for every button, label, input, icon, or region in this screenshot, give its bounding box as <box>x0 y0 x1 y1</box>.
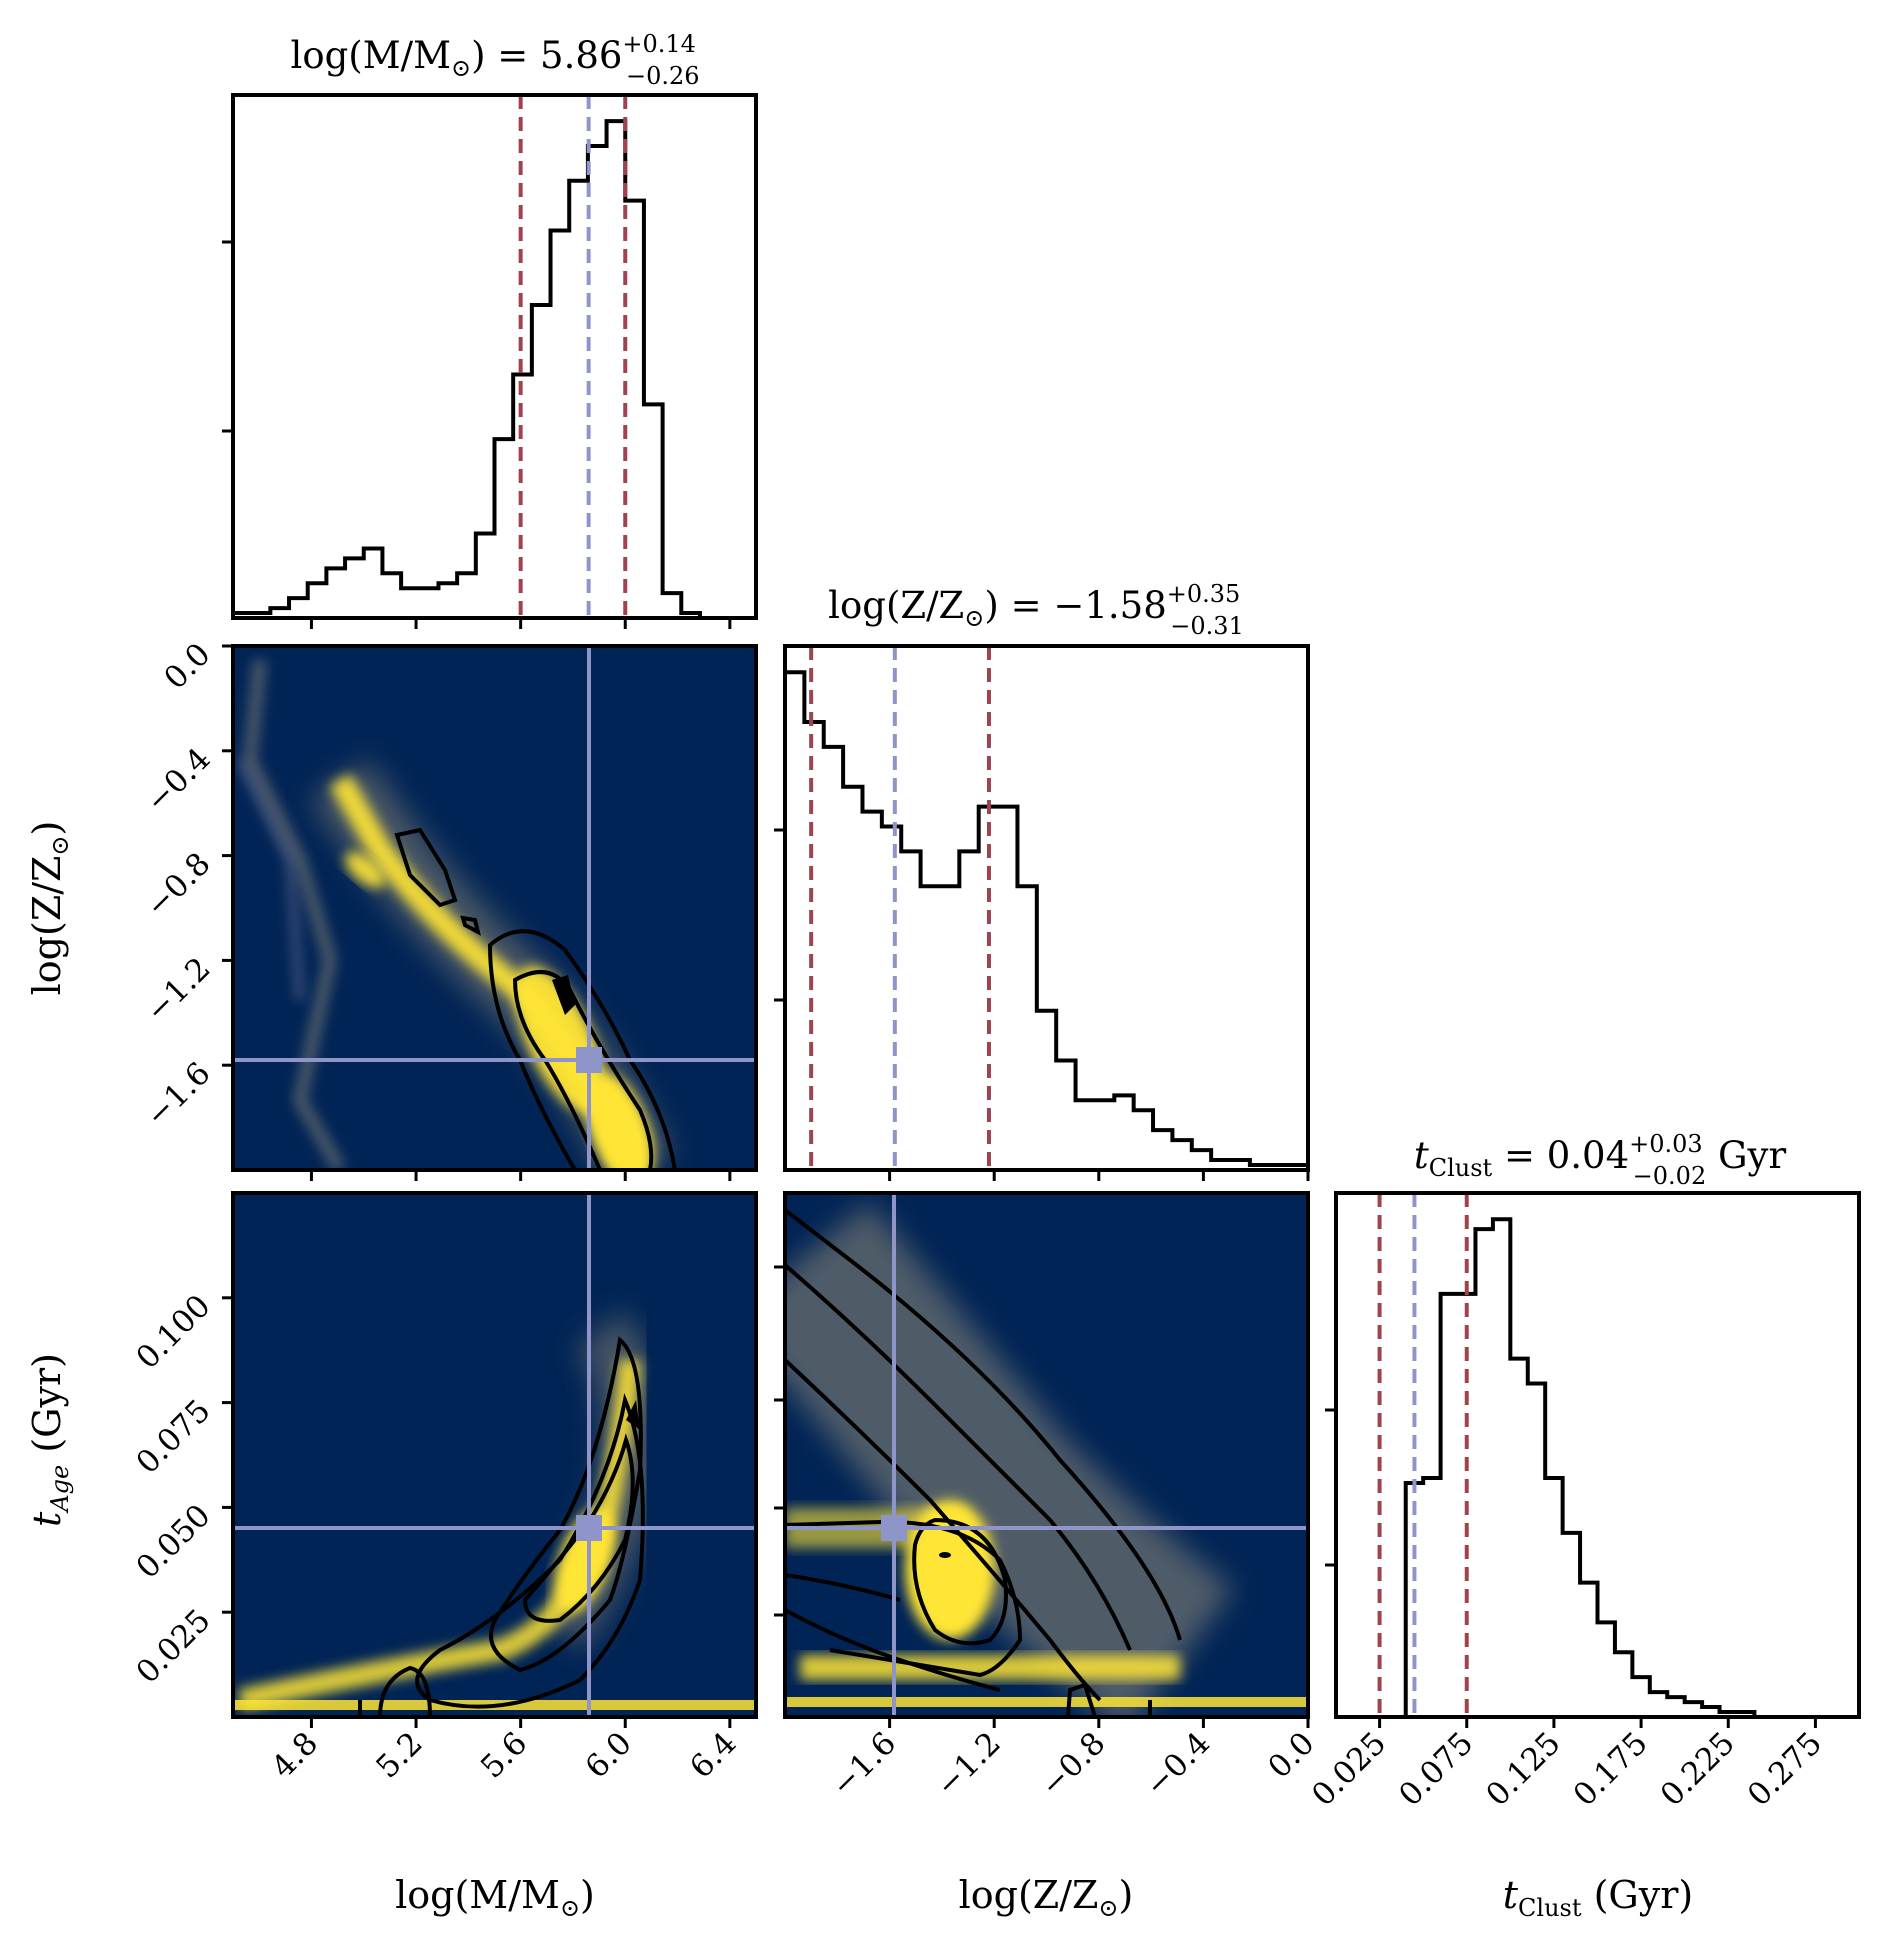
ylabel-metallicity: log(Z/Z⊙) <box>25 821 74 996</box>
y-tick-label: −0.8 <box>139 846 218 925</box>
contour-line <box>1066 1682 1097 1717</box>
contour-line <box>522 1433 635 1623</box>
panel-mass-metallicity: 0.0 −0.4 −0.8 −1.2 −1.6 log(Z/Z⊙) <box>25 636 758 1172</box>
panel-metallicity-age: −1.6 −1.2 −0.8 −0.4 0.0 log(Z/Z⊙) <box>774 1170 1322 1922</box>
title-mass: log(M/M⊙) = 5.86+0.14 −0.26 <box>290 30 699 90</box>
truth-marker <box>881 1515 907 1541</box>
panel-frame <box>1334 1191 1861 1719</box>
title-metallicity: log(Z/Z⊙) = −1.58+0.35 −0.31 <box>828 580 1244 640</box>
x-tick-label: 0.275 <box>1741 1725 1829 1813</box>
y-tick-label: −1.6 <box>139 1055 218 1134</box>
y-tick-label: 0.075 <box>129 1393 217 1481</box>
density-band <box>785 1697 1308 1707</box>
y-tick-label: 0.100 <box>129 1288 217 1376</box>
density-blob <box>345 852 385 888</box>
x-tick-label: 0.125 <box>1479 1725 1567 1813</box>
panel-mass-hist: log(M/M⊙) = 5.86+0.14 −0.26 <box>222 30 758 629</box>
contour-line <box>626 1400 640 1430</box>
x-tick-label: −1.6 <box>825 1725 904 1804</box>
x-tick-label: 0.0 <box>1261 1725 1321 1785</box>
contour-line <box>785 1263 1132 1651</box>
panel-frame <box>231 644 758 1172</box>
panel-frame <box>783 1191 1310 1719</box>
y-tick-label: 0.025 <box>129 1602 217 1690</box>
y-tick-label: 0.050 <box>129 1498 217 1586</box>
contour-line <box>912 1517 1008 1646</box>
x-tick-label: −0.4 <box>1138 1725 1217 1804</box>
contour-line <box>785 1573 901 1602</box>
ylabel-age: tAge (Gyr) <box>25 1353 74 1527</box>
histogram-step-line <box>1336 1217 1859 1719</box>
contour-line <box>552 975 575 1015</box>
panel-frame <box>231 93 758 620</box>
y-tick-label: 0.0 <box>157 636 217 696</box>
panel-frame <box>783 644 1310 1172</box>
truth-marker <box>576 1047 602 1073</box>
density-background <box>233 1193 756 1717</box>
contour-line <box>939 1552 951 1558</box>
contour-line <box>487 929 678 1170</box>
x-tick-label: 0.025 <box>1305 1725 1393 1813</box>
contour-line <box>785 1358 1102 1702</box>
y-tick-label: −0.4 <box>139 741 218 820</box>
x-tick-label: 5.6 <box>474 1725 534 1785</box>
density-streak <box>242 659 347 1170</box>
panel-frame <box>231 1191 758 1719</box>
density-band <box>800 1655 1180 1680</box>
xlabel-age: tClust (Gyr) <box>1503 1873 1693 1922</box>
title-age: tClust = 0.04+0.03 −0.02 Gyr <box>1414 1130 1787 1190</box>
contour-line <box>460 915 482 936</box>
x-tick-label: 6.4 <box>683 1725 743 1785</box>
x-tick-label: 5.2 <box>369 1725 429 1785</box>
x-tick-label: 6.0 <box>579 1725 639 1785</box>
contour-line <box>785 1608 1001 1692</box>
contour-line <box>785 1208 1182 1641</box>
histogram-step-line <box>783 670 1310 1170</box>
x-tick-label: 0.175 <box>1567 1725 1655 1813</box>
histogram-step-line <box>231 119 756 620</box>
panel-mass-age: 0.100 0.075 0.050 0.025 4.8 5.2 5.6 6.0 6.4 tAg… <box>25 1170 758 1922</box>
y-tick-label: −1.2 <box>139 951 218 1030</box>
density-core <box>905 1500 995 1640</box>
truth-marker <box>576 1515 602 1541</box>
panel-metallicity-hist: log(Z/Z⊙) = −1.58+0.35 −0.31 <box>774 580 1310 1172</box>
xlabel-mass: log(M/M⊙) <box>395 1873 595 1922</box>
density-core <box>515 966 605 1114</box>
x-tick-label: −0.8 <box>1034 1725 1113 1804</box>
x-tick-label: 0.075 <box>1392 1725 1480 1813</box>
contour-line <box>394 827 458 908</box>
x-tick-label: 0.225 <box>1654 1725 1742 1813</box>
xlabel-metallicity: log(Z/Z⊙) <box>959 1873 1134 1922</box>
density-streak <box>235 757 305 1001</box>
x-tick-label: 4.8 <box>265 1725 325 1785</box>
x-tick-label: −1.2 <box>929 1725 1008 1804</box>
contour-line <box>378 1665 432 1717</box>
